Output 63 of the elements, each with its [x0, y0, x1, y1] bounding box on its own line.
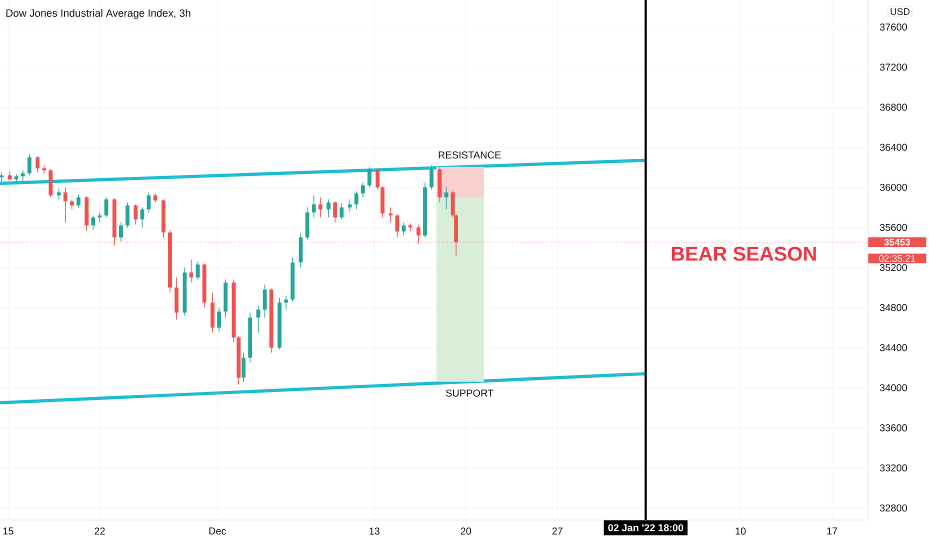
candlestick	[63, 186, 68, 223]
candlestick	[56, 188, 61, 200]
candlestick	[388, 207, 393, 223]
y-tick-label: 33600	[880, 424, 907, 432]
x-tick-label: 22	[94, 528, 105, 535]
candlestick	[0, 172, 4, 183]
candlestick	[318, 196, 322, 218]
candlestick	[326, 198, 331, 218]
candlestick	[36, 156, 40, 173]
x-tick-label: 27	[552, 528, 562, 535]
annotation: BEAR SEASON	[672, 246, 816, 261]
annotation: RESISTANCE	[438, 151, 501, 158]
candlestick	[416, 225, 420, 244]
y-tick-label: 34800	[880, 304, 907, 312]
candlestick	[119, 222, 123, 242]
candlestick	[333, 200, 338, 223]
candlestick	[196, 261, 200, 280]
candlestick	[354, 190, 358, 210]
candlestick	[312, 194, 316, 218]
candlestick	[8, 170, 12, 181]
text: 02:35:21	[879, 255, 916, 262]
ref-line-label: 35453	[884, 238, 910, 246]
candlestick	[360, 182, 365, 198]
ref-line-label: 02 Jan '22 18:00	[608, 524, 684, 532]
y-tick-label: 36400	[880, 144, 907, 151]
x-tick-label: 15	[3, 528, 14, 535]
text: Dow Jones Industrial Average Index, 3h	[6, 9, 190, 19]
y-tick-label: 34400	[880, 344, 907, 352]
candlestick	[91, 215, 96, 230]
y-tick-label: 34000	[880, 384, 907, 392]
annotation: SUPPORT	[446, 390, 494, 397]
candlestick	[134, 204, 138, 225]
candlestick	[153, 192, 158, 203]
candlestick	[76, 194, 80, 208]
candlestick	[217, 307, 222, 332]
x-tick-label: 20	[460, 528, 472, 535]
y-axis-title: USD	[890, 8, 910, 15]
candlestick	[20, 170, 25, 182]
candlestick	[70, 198, 74, 210]
y-tick-label: 33200	[880, 464, 907, 472]
x-tick-label: Dec	[209, 528, 226, 535]
y-tick-label: 36000	[880, 184, 907, 191]
y-tick-label: 32800	[880, 504, 907, 512]
y-tick-label: 37200	[880, 64, 907, 71]
y-tick-label: 36800	[880, 104, 907, 111]
candlestick	[284, 295, 288, 310]
x-tick-label: 13	[370, 528, 380, 535]
candlestick	[348, 198, 352, 212]
candlestick	[367, 166, 372, 188]
candlestick	[242, 352, 246, 382]
candlestick	[98, 212, 102, 223]
candlestick	[27, 154, 32, 176]
candlestick	[376, 168, 380, 190]
candlestick	[340, 202, 344, 220]
y-tick-label: 35600	[880, 224, 907, 231]
y-tick-label: 37600	[880, 24, 907, 31]
candlestick	[126, 202, 130, 228]
candlestick	[262, 284, 267, 318]
x-tick-label: 10	[736, 528, 746, 535]
candlestick	[430, 164, 434, 190]
x-tick-label: 17	[827, 528, 838, 534]
y-tick-label: 35200	[880, 264, 907, 272]
candlestick	[42, 164, 46, 174]
